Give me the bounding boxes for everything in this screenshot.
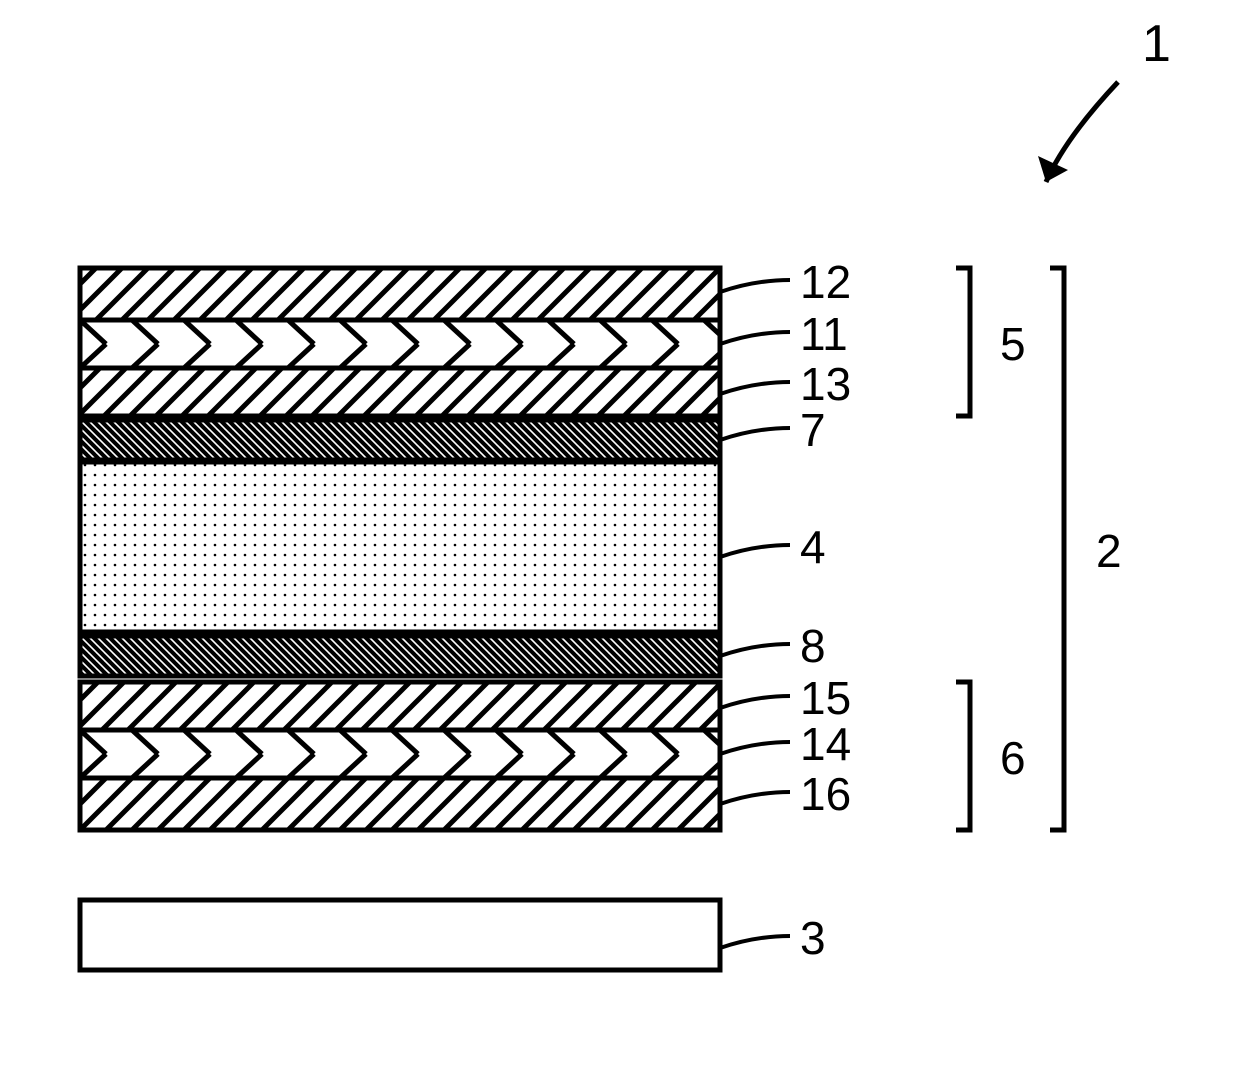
assembly-label: 1	[1142, 14, 1171, 74]
label-l14: 14	[800, 717, 851, 771]
bracket-g2	[1050, 268, 1064, 830]
leader-l16	[720, 792, 790, 804]
bracket-g6	[956, 682, 970, 830]
leader-l7	[720, 428, 790, 440]
base-block	[80, 900, 720, 970]
label-l12: 12	[800, 255, 851, 309]
assembly-arrow-head	[1038, 156, 1068, 182]
label-base: 3	[800, 911, 826, 965]
label-l8: 8	[800, 619, 826, 673]
label-l7: 7	[800, 403, 826, 457]
bracket-g5	[956, 268, 970, 416]
leader-l14	[720, 742, 790, 754]
leader-l15	[720, 696, 790, 708]
diagram-svg	[0, 0, 1240, 1092]
leader-l11	[720, 332, 790, 344]
group-label-g2: 2	[1096, 524, 1122, 578]
label-l11: 11	[800, 307, 848, 361]
group-label-g5: 5	[1000, 317, 1026, 371]
label-l16: 16	[800, 767, 851, 821]
leader-l13	[720, 382, 790, 394]
leader-base	[720, 936, 790, 948]
label-l4: 4	[800, 520, 826, 574]
leader-l12	[720, 280, 790, 292]
diagram-stage: 12111374815141635621	[0, 0, 1240, 1092]
leader-l4	[720, 545, 790, 557]
leader-l8	[720, 644, 790, 656]
group-label-g6: 6	[1000, 731, 1026, 785]
